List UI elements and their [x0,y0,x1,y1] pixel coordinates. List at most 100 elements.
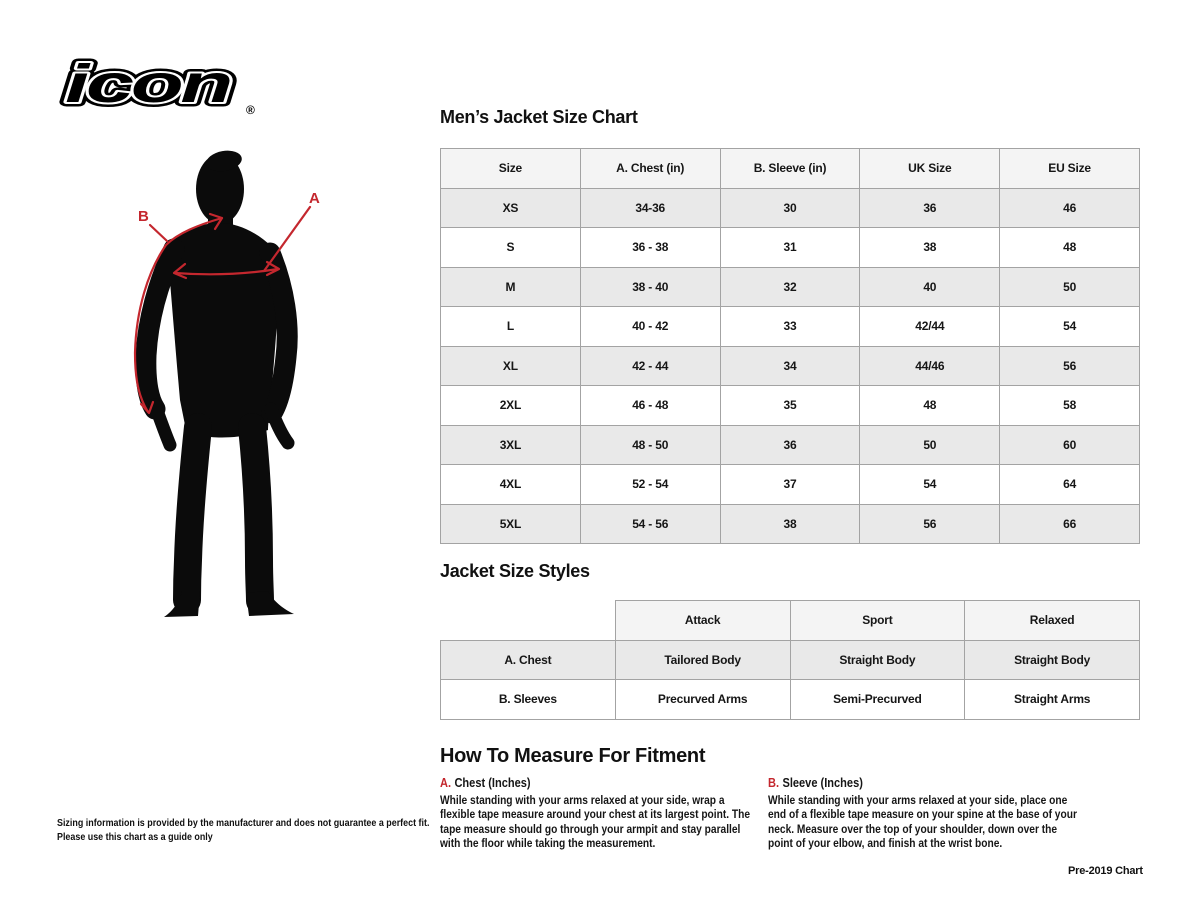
icon-logo: icon icon icon ® [60,50,255,120]
table-row: 5XL 54 - 56 38 56 66 [440,503,1140,544]
data-cell: 40 - 42 [579,306,721,347]
icon-logo-outline: icon [65,54,230,114]
sleeve-instruction-heading: B. Sleeve (Inches) [768,775,1081,790]
column-header: EU Size [999,148,1140,189]
row-header-cell: A. Chest [440,639,616,680]
table-row: 3XL 48 - 50 36 50 60 [440,424,1140,465]
icon-logo-text: icon [65,54,230,114]
data-cell: 46 - 48 [579,385,721,426]
data-cell: Straight Body [789,639,966,680]
column-header: B. Sleeve (in) [719,148,861,189]
data-cell: 48 [859,385,1001,426]
chest-measure-instructions: A. Chest (Inches) While standing with you… [440,775,753,851]
table-row: 4XL 52 - 54 37 54 64 [440,464,1140,505]
data-cell: 38 [859,227,1001,268]
chest-measure-line [172,260,281,280]
row-header-cell: 5XL [440,503,581,544]
data-cell: 34-36 [579,187,721,228]
data-cell: 56 [999,345,1140,386]
row-header-cell: L [440,306,581,347]
row-header-cell: S [440,227,581,268]
sleeve-letter: B. [768,775,780,790]
table-row: 2XL 46 - 48 35 48 58 [440,385,1140,426]
table-row: M 38 - 40 32 40 50 [440,266,1140,307]
size-table-body: XS 34-36 30 36 46 S 36 - 38 31 38 48 M 38 - 40 32 40 5… [440,187,1140,544]
disclaimer-line-2: Please use this chart as a guide only [57,830,213,843]
measure-label-b: B [138,208,149,225]
chest-instruction-heading: A. Chest (Inches) [440,775,753,790]
sleeve-label-pointer-line [148,223,169,243]
data-cell: 34 [719,345,861,386]
data-cell: Tailored Body [614,639,791,680]
data-cell: 36 - 38 [579,227,721,268]
data-cell: 38 - 40 [579,266,721,307]
table-row: XS 34-36 30 36 46 [440,187,1140,228]
male-silhouette-limbs [135,238,298,615]
header-row: Attack Sport Relaxed [441,600,1140,641]
blank-corner-cell [441,601,616,641]
table-row: A. Chest Tailored Body Straight Body Straig… [440,639,1140,680]
column-header: Attack [614,600,791,641]
data-cell: 42 - 44 [579,345,721,386]
icon-logo-wordmark: icon icon icon [60,50,239,120]
data-cell: 30 [719,187,861,228]
data-cell: 48 - 50 [579,424,721,465]
measure-label-a: A [309,190,320,207]
data-cell: 36 [719,424,861,465]
data-cell: Straight Arms [964,679,1140,720]
chest-heading-text: Chest (Inches) [454,775,531,790]
sleeve-measure-instructions: B. Sleeve (Inches) While standing with yo… [768,775,1081,851]
how-to-measure-title: How To Measure For Fitment [440,745,706,767]
row-header-cell: 4XL [440,464,581,505]
row-header-cell: M [440,266,581,307]
male-silhouette [168,150,280,438]
row-header-cell: XL [440,345,581,386]
data-cell: 66 [999,503,1140,544]
column-header: Size [440,148,581,189]
data-cell: 50 [859,424,1001,465]
chest-label-pointer-line [262,205,312,273]
jacket-size-styles-title: Jacket Size Styles [440,561,590,581]
row-header-cell: 2XL [440,385,581,426]
icon-logo-inline: icon [65,54,230,114]
mens-size-chart-title: Men’s Jacket Size Chart [440,107,638,127]
row-header-cell: 3XL [440,424,581,465]
row-header-cell: B. Sleeves [440,679,616,720]
table-row: B. Sleeves Precurved Arms Semi-Precurved St… [440,679,1140,720]
data-cell: 58 [999,385,1140,426]
data-cell: 50 [999,266,1140,307]
data-cell: 46 [999,187,1140,228]
data-cell: 37 [719,464,861,505]
data-cell: Semi-Precurved [789,679,966,720]
data-cell: 48 [999,227,1140,268]
row-header-cell: XS [440,187,581,228]
sleeve-measure-line [133,212,224,415]
column-header: A. Chest (in) [579,148,721,189]
column-header: UK Size [859,148,1001,189]
header-row: Size A. Chest (in) B. Sleeve (in) UK Size EU… [440,148,1140,189]
size-table-header: Size A. Chest (in) B. Sleeve (in) UK Size EU… [440,148,1140,189]
table-row: XL 42 - 44 34 44/46 56 [440,345,1140,386]
styles-table-header: Attack Sport Relaxed [441,600,1140,641]
chart-version-label: Pre-2019 Chart [1068,865,1143,877]
data-cell: Precurved Arms [614,679,791,720]
data-cell: Straight Body [964,639,1140,680]
column-header: Sport [789,600,966,641]
sizing-disclaimer: Sizing information is provided by the ma… [57,817,482,844]
sleeve-heading-text: Sleeve (Inches) [782,775,863,790]
column-header: Relaxed [964,600,1140,641]
male-silhouette-feet [164,591,294,617]
chest-instruction-body: While standing with your arms relaxed at… [440,793,751,851]
data-cell: 44/46 [859,345,1001,386]
data-cell: 60 [999,424,1140,465]
data-cell: 52 - 54 [579,464,721,505]
data-cell: 40 [859,266,1001,307]
body-measurement-figure: A B [133,150,320,617]
disclaimer-line-1: Sizing information is provided by the ma… [57,817,430,829]
data-cell: 56 [859,503,1001,544]
sleeve-instruction-body: While standing with your arms relaxed at… [768,793,1077,851]
mens-jacket-size-table: Size A. Chest (in) B. Sleeve (in) UK Size EU… [440,148,1140,544]
table-row: L 40 - 42 33 42/44 54 [440,306,1140,347]
data-cell: 36 [859,187,1001,228]
jacket-size-styles-table: Attack Sport Relaxed A. Chest Tailored Body… [440,600,1140,720]
